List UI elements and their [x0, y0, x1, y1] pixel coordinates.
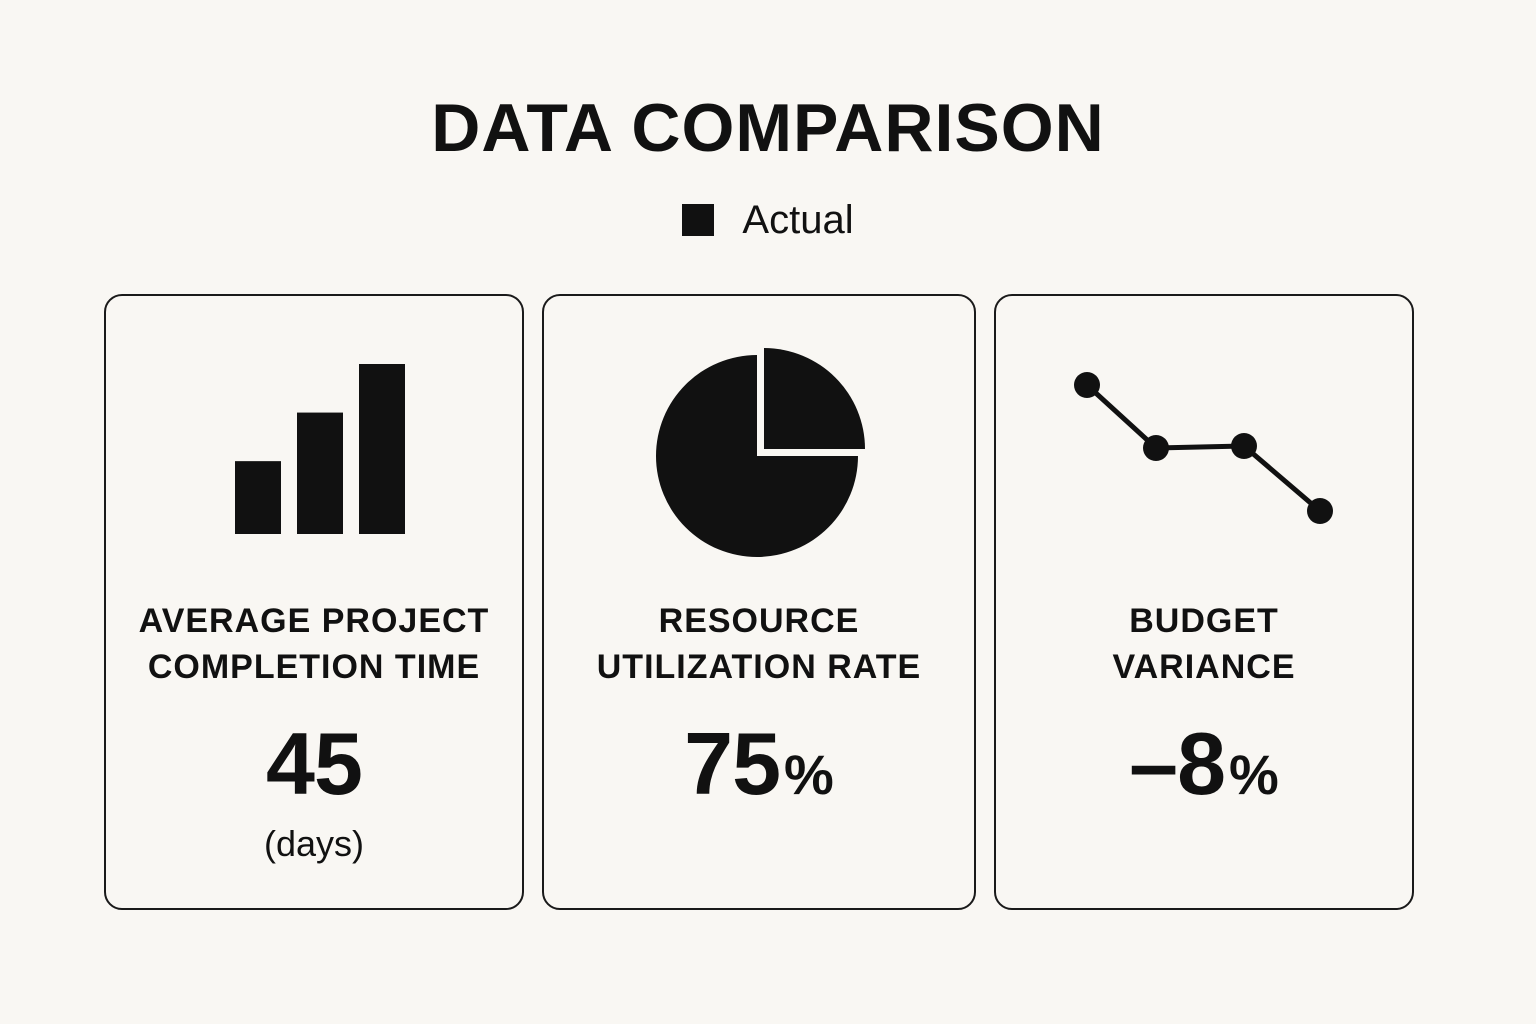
- line-point-2: [1143, 435, 1169, 461]
- bar-1: [235, 461, 281, 534]
- line-point-3: [1231, 433, 1257, 459]
- card-value-number: 75: [684, 714, 781, 813]
- line-point-1: [1074, 372, 1100, 398]
- bar-2: [297, 412, 343, 534]
- card-label: RESOURCE UTILIZATION RATE: [544, 598, 974, 690]
- card-label: BUDGET VARIANCE: [996, 598, 1412, 690]
- card-resource-utilization-rate: RESOURCE UTILIZATION RATE 75%: [542, 294, 976, 910]
- card-value: 45: [266, 714, 363, 813]
- card-label: AVERAGE PROJECT COMPLETION TIME: [106, 598, 522, 690]
- legend: Actual: [0, 196, 1536, 244]
- card-value: 75%: [544, 714, 974, 825]
- card-average-project-completion-time: AVERAGE PROJECT COMPLETION TIME 45 (days…: [104, 294, 524, 910]
- pie-slice-large: [656, 355, 858, 557]
- pie-chart-icon: [656, 348, 865, 557]
- card-value-number: –8: [1129, 714, 1226, 813]
- card-value-suffix: %: [784, 743, 834, 806]
- card-label-line1: AVERAGE PROJECT: [138, 602, 490, 640]
- card-unit: (days): [263, 823, 365, 864]
- bar-chart-icon: [235, 364, 405, 534]
- legend-label: Actual: [742, 198, 854, 242]
- card-label-line1: BUDGET: [1129, 602, 1279, 640]
- card-label-line2: VARIANCE: [1112, 648, 1296, 686]
- line-point-4: [1307, 498, 1333, 524]
- card-value-suffix: %: [1229, 743, 1279, 806]
- legend-swatch: [682, 204, 715, 236]
- card-value: –8%: [996, 714, 1412, 825]
- line-chart-icon: [1074, 372, 1333, 524]
- card-budget-variance: BUDGET VARIANCE –8%: [994, 294, 1414, 910]
- page-title: DATA COMPARISON: [431, 90, 1105, 166]
- card-label-line2: COMPLETION TIME: [147, 648, 481, 686]
- card-label-line2: UTILIZATION RATE: [596, 648, 922, 686]
- bar-3: [359, 364, 405, 534]
- pie-slice-small: [764, 348, 865, 449]
- card-label-line1: RESOURCE: [658, 602, 860, 640]
- line-series: [1085, 383, 1322, 513]
